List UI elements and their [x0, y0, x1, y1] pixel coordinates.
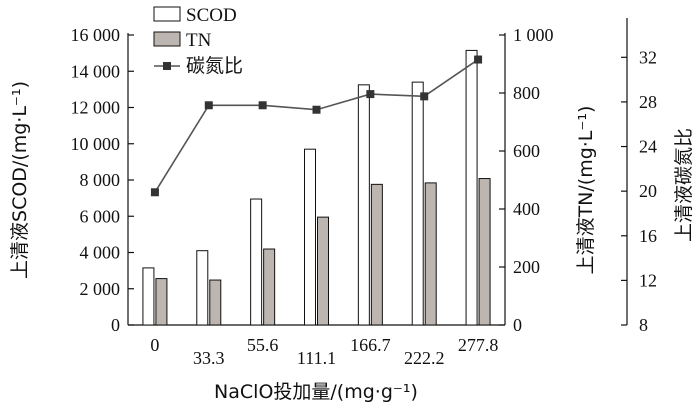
cn-ratio-line: [154, 58, 479, 193]
tn-axis-tick-label: 1 000: [513, 25, 554, 45]
left-axis-tick-label: 4 000: [80, 243, 121, 263]
legend-cn-marker: [163, 62, 171, 70]
left-axis-title: 上清液SCOD/(mg·L⁻¹): [9, 81, 31, 279]
x-tick-label: 222.2: [404, 348, 445, 368]
x-tick-labels: 0 33.3 55.6 111.1 166.7 222.2 277.8: [150, 335, 498, 368]
cn-ratio-axis-tick-label: 24: [639, 137, 657, 157]
legend-scod-label: SCOD: [186, 5, 237, 26]
left-axis: 0 2 000 4 000 6 000 8 000 10 000 12 000 14 000 1…: [71, 25, 505, 335]
cn-ratio-axis-tick-label: 8: [639, 315, 648, 335]
tn-axis: 0 200 400 600 800 1 000: [499, 25, 554, 335]
x-tick-label: 111.1: [297, 348, 336, 368]
cn-ratio-axis-title: 上清液碳氮比: [673, 128, 695, 242]
cn-ratio-axis-tick-label: 12: [639, 270, 657, 290]
cn-ratio-axis-tick-label: 16: [639, 226, 657, 246]
legend-cn-label: 碳氮比: [186, 55, 243, 77]
cn-ratio-point: [474, 55, 483, 64]
scod-bar: [411, 81, 424, 326]
cn-ratio-line-group: [150, 55, 483, 197]
left-axis-tick-label: 14 000: [71, 61, 121, 81]
legend: SCOD TN 碳氮比: [153, 5, 243, 77]
x-tick-label: 55.6: [247, 335, 279, 355]
cn-ratio-point: [366, 90, 375, 99]
left-axis-tick-label: 10 000: [71, 134, 121, 154]
cn-ratio-point: [312, 105, 321, 114]
x-tick-label: 277.8: [458, 335, 499, 355]
scod-bar: [357, 84, 370, 326]
tn-bar: [424, 182, 437, 326]
cn-ratio-axis-tick-label: 20: [639, 181, 657, 201]
x-axis-title: NaClO投加量/(mg·g⁻¹): [214, 381, 418, 403]
left-axis-tick-label: 6 000: [80, 206, 121, 226]
tn-axis-tick-label: 800: [513, 83, 540, 103]
cn-ratio-point: [258, 101, 267, 110]
tn-axis-title: 上清液TN/(mg·L⁻¹): [575, 106, 597, 275]
scod-bar: [250, 198, 263, 326]
left-axis-tick-label: 2 000: [80, 279, 121, 299]
tn-axis-tick-label: 600: [513, 141, 540, 161]
x-tick-label: 33.3: [193, 348, 225, 368]
legend-scod-swatch: [153, 6, 181, 22]
tn-bar: [317, 216, 329, 326]
tn-bar: [478, 178, 491, 326]
tn-bar: [263, 248, 276, 326]
scod-bar: [142, 267, 155, 326]
left-axis-tick-label: 0: [111, 315, 120, 335]
tn-bar: [155, 278, 168, 326]
tn-axis-tick-label: 0: [513, 315, 522, 335]
x-tick-label: 0: [150, 335, 159, 355]
scod-bar: [196, 250, 209, 326]
cn-ratio-axis-tick-label: 32: [639, 47, 657, 67]
tn-axis-tick-label: 400: [513, 199, 540, 219]
tn-axis-tick-label: 200: [513, 257, 540, 277]
cn-ratio-point: [204, 101, 213, 110]
bars-group: [142, 49, 491, 326]
legend-tn-swatch: [153, 31, 181, 47]
cn-ratio-axis: 8 12 16 20 24 28 32: [621, 18, 657, 335]
tn-bar: [370, 183, 383, 326]
x-tick-label: 166.7: [350, 335, 391, 355]
left-axis-tick-label: 8 000: [80, 170, 121, 190]
cn-ratio-point: [420, 92, 429, 101]
left-axis-tick-label: 12 000: [71, 98, 121, 118]
left-axis-tick-label: 16 000: [71, 25, 121, 45]
tn-bar: [209, 279, 222, 326]
cn-ratio-point: [150, 188, 159, 197]
scod-bar: [304, 148, 316, 326]
scod-bar: [465, 49, 478, 326]
cn-ratio-axis-tick-label: 28: [639, 92, 657, 112]
legend-tn-label: TN: [186, 30, 212, 51]
